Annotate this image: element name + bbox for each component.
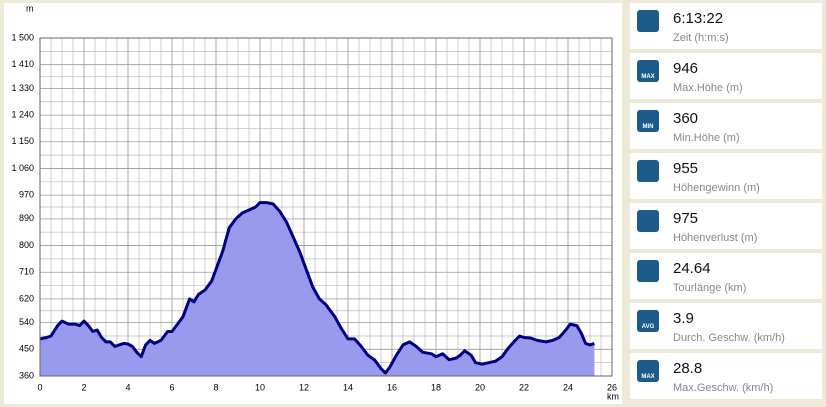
y-tick-label: 1 150: [11, 136, 34, 146]
y-tick-label: 710: [19, 267, 34, 277]
stat-label: Max.Höhe (m): [673, 82, 743, 94]
y-tick-label: 890: [19, 213, 34, 223]
stat-value: 24.64: [673, 260, 711, 277]
stat-value: 3.9: [673, 310, 694, 327]
stats-panel: 6:13:22 Zeit (h:m:s) MAX 946 Max.Höhe (m) MIN…: [630, 3, 822, 404]
stat-label: Max.Geschw. (km/h): [673, 382, 774, 394]
y-tick-label: 800: [19, 240, 34, 250]
x-tick-label: 18: [431, 382, 441, 392]
stat-row: AVG 3.9 Durch. Geschw. (km/h): [630, 303, 822, 349]
stat-label: Höhengewinn (m): [673, 182, 760, 194]
stat-icon: MAX: [637, 60, 659, 82]
y-tick-label: 620: [19, 293, 34, 303]
stat-label: Zeit (h:m:s): [673, 32, 729, 44]
x-tick-label: 8: [213, 382, 218, 392]
y-tick-label: 1 410: [11, 59, 34, 69]
x-tick-label: 0: [37, 382, 42, 392]
stat-icon: AVG: [637, 310, 659, 332]
x-tick-label: 6: [169, 382, 174, 392]
stat-row: 6:13:22 Zeit (h:m:s): [630, 3, 822, 49]
stat-value: 955: [673, 160, 699, 177]
y-tick-label: 1 240: [11, 109, 34, 119]
y-tick-label: 970: [19, 190, 34, 200]
plot-frame: [39, 37, 613, 377]
stat-row: MAX 946 Max.Höhe (m): [630, 53, 822, 99]
x-tick-label: 22: [519, 382, 529, 392]
stat-label: Min.Höhe (m): [673, 132, 740, 144]
x-tick-label: 24: [563, 382, 573, 392]
stat-icon: [637, 10, 659, 32]
stat-label: Tourlänge (km): [673, 282, 747, 294]
y-unit: m: [26, 3, 34, 13]
y-tick-label: 1 060: [11, 163, 34, 173]
stat-value: 946: [673, 60, 699, 77]
x-tick-label: 26: [607, 382, 617, 392]
line: [39, 201, 595, 375]
y-tick-label: 360: [19, 370, 34, 380]
stat-value: 975: [673, 210, 699, 227]
x-tick-label: 16: [387, 382, 397, 392]
stat-label: Höhenverlust (m): [673, 232, 758, 244]
stat-row: 955 Höhengewinn (m): [630, 153, 822, 199]
stat-value: 28.8: [673, 360, 703, 377]
stat-icon: [637, 260, 659, 282]
area: [40, 202, 595, 376]
stat-row: 24.64 Tourlänge (km): [630, 253, 822, 299]
stat-value: 6:13:22: [673, 10, 724, 27]
stat-icon: [637, 210, 659, 232]
stat-value: 360: [673, 110, 699, 127]
stat-icon: [637, 160, 659, 182]
stat-row: MAX 28.8 Max.Geschw. (km/h): [630, 353, 822, 399]
y-tick-label: 540: [19, 317, 34, 327]
y-tick-label: 1 500: [11, 32, 34, 42]
x-tick-label: 20: [475, 382, 485, 392]
stat-icon: MIN: [637, 110, 659, 132]
x-tick-label: 10: [255, 382, 265, 392]
stat-icon: MAX: [637, 360, 659, 382]
y-tick-label: 1 330: [11, 83, 34, 93]
y-tick-label: 450: [19, 344, 34, 354]
stat-row: 975 Höhenverlust (m): [630, 203, 822, 249]
x-unit: km: [607, 391, 619, 401]
x-tick-label: 14: [343, 382, 353, 392]
stat-label: Durch. Geschw. (km/h): [673, 332, 785, 344]
x-tick-label: 4: [125, 382, 130, 392]
x-tick-label: 12: [299, 382, 309, 392]
stat-row: MIN 360 Min.Höhe (m): [630, 103, 822, 149]
x-tick-label: 2: [81, 382, 86, 392]
